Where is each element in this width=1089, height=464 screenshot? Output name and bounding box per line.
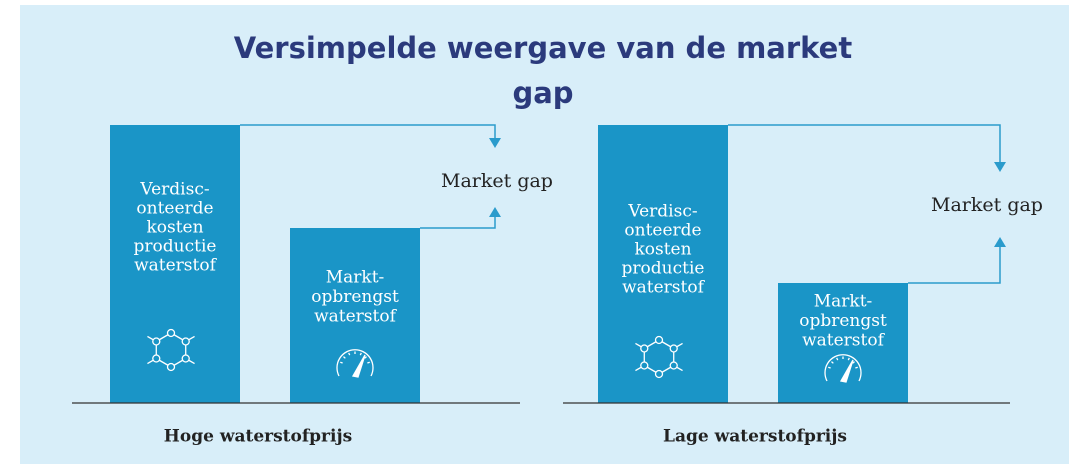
title-line: gap	[512, 76, 573, 110]
panel-caption: Lage waterstofprijs	[663, 427, 847, 447]
atom	[654, 369, 664, 379]
cost-label: Verdisc-	[139, 180, 209, 200]
gauge-tick	[348, 352, 351, 356]
panel-caption: Hoge waterstofprijs	[164, 427, 352, 447]
molecule-icon	[635, 335, 683, 379]
molecule-icon	[147, 328, 195, 372]
gauge-tick	[343, 356, 346, 359]
gauge-tick	[847, 357, 850, 361]
gauge-tick	[364, 356, 367, 359]
gauge-tick	[831, 361, 834, 364]
gauge-tick	[836, 357, 839, 361]
gauge-tick	[828, 366, 831, 369]
cost-label: onteerde	[624, 221, 701, 241]
cost-label: onteerde	[136, 199, 213, 219]
arrow-up	[994, 237, 1006, 247]
atom	[152, 354, 161, 363]
gap-connector	[908, 245, 1001, 284]
arrow-up	[489, 207, 501, 217]
gauge-needle	[839, 359, 854, 383]
gap-connector	[420, 215, 496, 229]
revenue-bar	[778, 283, 908, 403]
cost-label: productie	[134, 237, 217, 257]
gauge-icon	[824, 354, 862, 383]
cost-label: waterstof	[622, 278, 705, 298]
cost-label: productie	[622, 259, 705, 279]
gauge-tick	[852, 361, 855, 364]
gauge-tick	[340, 361, 343, 364]
revenue-label: opbrengst	[799, 311, 887, 331]
gauge-tick	[367, 361, 370, 364]
gauge-icon	[336, 349, 374, 378]
title-line: Versimpelde weergave van de market	[234, 31, 853, 65]
atom	[640, 344, 649, 353]
atom	[669, 361, 678, 370]
cost-bar	[598, 125, 728, 403]
gauge-tick	[359, 352, 362, 356]
gap-connector	[240, 124, 496, 140]
gauge-arc	[336, 349, 374, 377]
atom	[152, 337, 161, 346]
gap-label: Market gap	[441, 170, 553, 192]
arrow-down	[489, 138, 501, 148]
gap-label: Market gap	[931, 194, 1043, 216]
atom	[640, 361, 649, 370]
atom	[166, 328, 176, 338]
atom	[181, 354, 190, 363]
gauge-needle	[351, 354, 366, 378]
cost-label: kosten	[146, 218, 203, 238]
cost-label: kosten	[634, 240, 691, 260]
revenue-label: waterstof	[802, 331, 885, 351]
revenue-label: Markt-	[326, 268, 385, 288]
cost-label: waterstof	[134, 256, 217, 276]
gauge-arc	[824, 354, 862, 382]
gap-connector	[728, 124, 1001, 164]
cost-label: Verdisc-	[627, 202, 697, 222]
revenue-label: opbrengst	[311, 287, 399, 307]
atom	[166, 362, 176, 372]
revenue-label: waterstof	[314, 307, 397, 327]
atom	[181, 337, 190, 346]
gauge-tick	[855, 366, 858, 369]
atom	[654, 335, 664, 345]
cost-bar	[110, 125, 240, 403]
revenue-label: Markt-	[814, 292, 873, 312]
arrow-down	[994, 162, 1006, 172]
atom	[669, 344, 678, 353]
